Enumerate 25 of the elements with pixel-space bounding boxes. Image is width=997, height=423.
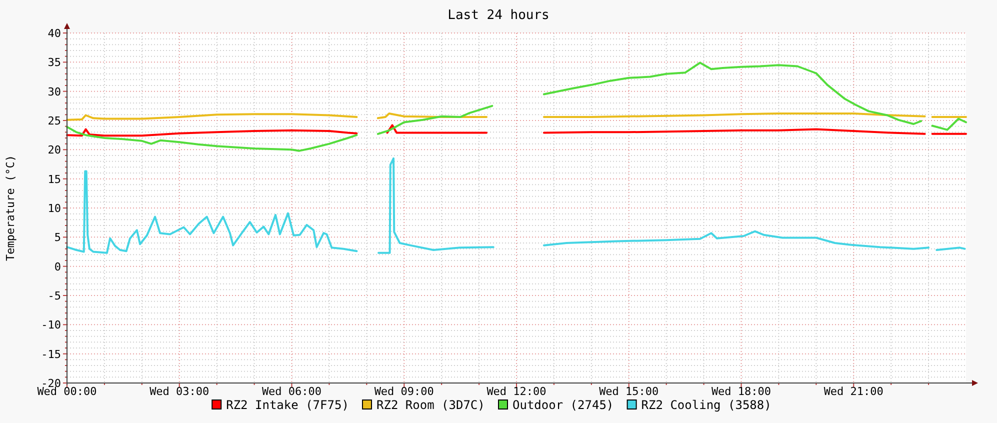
y-axis-title: Temperature (°C) — [4, 155, 17, 261]
y-tick-label: 30 — [48, 85, 61, 98]
legend-label: RZ2 Room (3D7C) — [376, 398, 485, 412]
x-tick-label: Wed 18:00 — [711, 385, 772, 398]
x-tick-label: Wed 12:00 — [486, 385, 546, 398]
y-tick-label: 0 — [54, 260, 61, 274]
legend-label: RZ2 Cooling (3588) — [641, 398, 772, 412]
chart-title: Last 24 hours — [448, 8, 550, 23]
y-tick-label: -15 — [41, 348, 61, 361]
y-tick-label: 10 — [48, 202, 61, 215]
y-tick-label: 5 — [54, 231, 61, 244]
y-tick-label: -5 — [48, 290, 61, 302]
x-tick-label: Wed 09:00 — [374, 385, 434, 398]
y-tick-label: 20 — [48, 144, 61, 157]
y-tick-label: -10 — [41, 318, 61, 332]
x-tick-label: Wed 15:00 — [599, 385, 659, 398]
x-tick-label: Wed 06:00 — [262, 385, 322, 398]
x-tick-label: Wed 21:00 — [824, 385, 884, 398]
legend-label: Outdoor (2745) — [512, 398, 614, 412]
y-tick-label: 15 — [48, 172, 61, 186]
legend-label: RZ2 Intake (7F75) — [226, 398, 349, 412]
y-tick-label: 35 — [48, 56, 61, 70]
y-tick-label: 40 — [48, 27, 61, 40]
y-tick-label: 25 — [48, 114, 61, 128]
x-tick-label: Wed 03:00 — [150, 385, 210, 398]
